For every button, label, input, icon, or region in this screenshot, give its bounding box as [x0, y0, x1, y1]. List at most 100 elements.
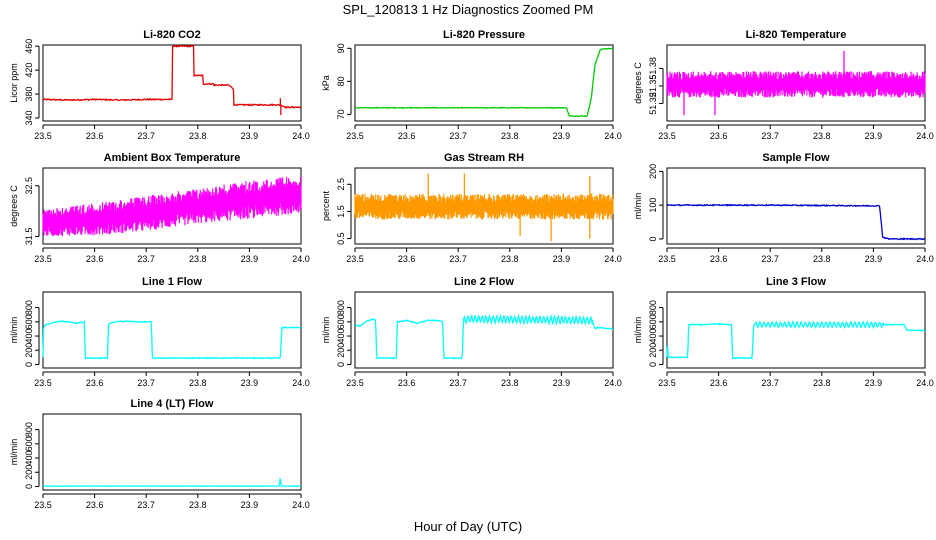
- y-tick-label: 200: [648, 164, 658, 179]
- y-tick-label: 420: [24, 63, 34, 78]
- y-axis-label: ml/min: [633, 193, 643, 220]
- y-tick-label: 600: [648, 314, 658, 329]
- x-tick-label: 23.7: [137, 131, 155, 141]
- x-tick-label: 23.6: [398, 254, 416, 264]
- y-tick-label: 200: [648, 343, 658, 358]
- x-tick-label: 23.8: [813, 254, 831, 264]
- x-tick-label: 23.6: [710, 254, 728, 264]
- y-tick-label: 51.35: [648, 75, 658, 98]
- panel-title: Li-820 Pressure: [443, 29, 525, 41]
- series-line-0: [666, 203, 926, 241]
- y-tick-label: 460: [24, 39, 34, 54]
- y-tick-label: 32.5: [24, 177, 34, 195]
- x-tick-label: 23.5: [34, 378, 52, 388]
- x-tick-label: 23.9: [241, 131, 259, 141]
- x-tick-label: 23.8: [813, 378, 831, 388]
- x-tick-label: 23.8: [189, 254, 207, 264]
- panel-5: Sample Flow 23.5 23.6 23.7 23.8 23.9 24.0 0 100 2…: [633, 152, 934, 264]
- x-tick-label: 23.9: [241, 254, 259, 264]
- y-tick-label: 0: [648, 362, 658, 367]
- panel-6: Line 1 Flow 23.5 23.6 23.7 23.8 23.9 24.0 0 2004…: [9, 276, 310, 388]
- x-tick-label: 23.6: [86, 378, 104, 388]
- panels: Li-820 CO2 23.5 23.6 23.7 23.8 23.9 24.0 340 380…: [9, 29, 934, 510]
- x-tick-label: 23.6: [710, 378, 728, 388]
- panel-title: Li-820 Temperature: [746, 29, 847, 41]
- x-tick-label: 23.5: [346, 254, 364, 264]
- y-tick-label: 2.5: [336, 178, 346, 191]
- y-tick-label: 400: [24, 451, 34, 466]
- y-axis-label: ml/min: [321, 317, 331, 344]
- y-axis-label: kPa: [321, 75, 331, 91]
- plot-frame: [42, 413, 302, 491]
- x-tick-label: 23.7: [137, 500, 155, 510]
- series-line-0: [42, 44, 302, 109]
- x-tick-label: 23.6: [86, 131, 104, 141]
- x-tick-label: 23.7: [137, 254, 155, 264]
- y-tick-label: 51.38: [648, 57, 658, 80]
- y-tick-label: 90: [336, 43, 346, 53]
- x-tick-label: 24.0: [604, 131, 622, 141]
- y-tick-label: 0: [24, 362, 34, 367]
- y-tick-label: 800: [648, 300, 658, 315]
- x-axis-label: Hour of Day (UTC): [414, 519, 522, 534]
- x-tick-label: 24.0: [292, 131, 310, 141]
- panel-3: Ambient Box Temperature 23.5 23.6 23.7 23.8 2…: [9, 152, 310, 264]
- x-tick-label: 23.9: [241, 500, 259, 510]
- y-axis-label: ml/min: [9, 439, 19, 466]
- y-tick-label: 340: [24, 110, 34, 125]
- x-tick-label: 23.5: [658, 378, 676, 388]
- series-line-0: [354, 47, 613, 118]
- panel-4: Gas Stream RH 23.5 23.6 23.7 23.8 23.9 24.0 0.5…: [321, 152, 622, 264]
- series-line-0: [43, 477, 302, 487]
- x-tick-label: 23.5: [34, 500, 52, 510]
- y-tick-label: 70: [336, 109, 346, 119]
- x-tick-label: 23.8: [189, 500, 207, 510]
- x-tick-label: 23.6: [398, 378, 416, 388]
- plot-frame: [666, 167, 926, 245]
- x-tick-label: 23.6: [86, 500, 104, 510]
- x-tick-label: 24.0: [292, 500, 310, 510]
- y-tick-label: 800: [24, 300, 34, 315]
- x-tick-label: 24.0: [604, 378, 622, 388]
- y-tick-label: 400: [336, 329, 346, 344]
- y-tick-label: 0: [648, 236, 658, 241]
- x-tick-label: 23.5: [658, 254, 676, 264]
- y-tick-label: 400: [24, 329, 34, 344]
- plot-frame: [354, 291, 614, 369]
- x-tick-label: 23.9: [865, 131, 883, 141]
- x-tick-label: 23.6: [86, 254, 104, 264]
- x-tick-label: 23.8: [189, 378, 207, 388]
- y-axis-label: ml/min: [633, 317, 643, 344]
- x-tick-label: 23.9: [553, 254, 571, 264]
- y-tick-label: 0: [336, 362, 346, 367]
- y-tick-label: 380: [24, 87, 34, 102]
- x-tick-label: 23.9: [865, 378, 883, 388]
- y-tick-label: 800: [24, 422, 34, 437]
- x-tick-label: 23.7: [137, 378, 155, 388]
- series-band: [666, 71, 926, 98]
- y-tick-label: 400: [648, 329, 658, 344]
- series-line-0: [42, 319, 302, 360]
- panel-2: Li-820 Temperature 23.5 23.6 23.7 23.8 23.9 24…: [633, 29, 934, 141]
- x-tick-label: 23.9: [241, 378, 259, 388]
- series-band: [354, 193, 614, 220]
- x-tick-label: 23.5: [346, 378, 364, 388]
- panel-title: Li-820 CO2: [143, 29, 200, 41]
- x-tick-label: 23.5: [34, 254, 52, 264]
- figure-title: SPL_120813 1 Hz Diagnostics Zoomed PM: [343, 2, 594, 17]
- x-tick-label: 24.0: [604, 254, 622, 264]
- y-tick-label: 80: [336, 76, 346, 86]
- x-tick-label: 24.0: [916, 131, 934, 141]
- x-tick-label: 23.8: [501, 131, 519, 141]
- plot-frame: [354, 44, 614, 122]
- x-tick-label: 23.8: [501, 378, 519, 388]
- y-tick-label: 200: [24, 343, 34, 358]
- y-axis-label: ml/min: [9, 317, 19, 344]
- y-tick-label: 100: [648, 198, 658, 213]
- series-line-0: [666, 320, 926, 360]
- x-tick-label: 23.8: [813, 131, 831, 141]
- panel-title: Sample Flow: [762, 152, 830, 164]
- x-tick-label: 24.0: [292, 378, 310, 388]
- plot-frame: [42, 44, 302, 122]
- x-tick-label: 23.7: [449, 254, 467, 264]
